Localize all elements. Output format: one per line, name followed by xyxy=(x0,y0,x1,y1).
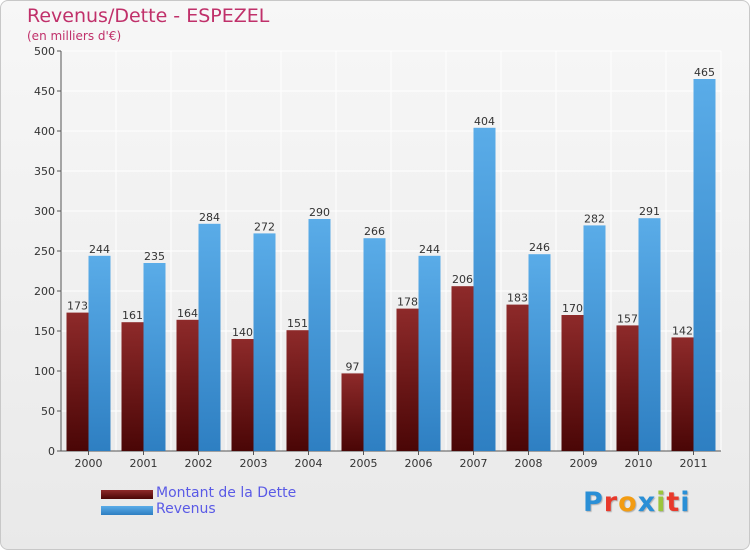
bar-revenus-2007 xyxy=(473,127,496,452)
bar-revenus-2000 xyxy=(88,255,111,451)
x-tick-label-2002: 2002 xyxy=(185,457,213,470)
bar-debt-2010 xyxy=(616,325,639,451)
bar-revenus-2003 xyxy=(253,233,276,451)
y-tick-label: 450 xyxy=(34,85,55,98)
x-tick-label-2000: 2000 xyxy=(75,457,103,470)
proxiti-logo: Proxiti xyxy=(583,487,691,518)
y-tick-label: 0 xyxy=(48,445,55,458)
y-tick-label: 500 xyxy=(34,45,55,58)
value-label-revenus-2000: 244 xyxy=(89,243,110,256)
x-tick-label-2003: 2003 xyxy=(240,457,268,470)
y-tick-label: 300 xyxy=(34,205,55,218)
bar-revenus-2002 xyxy=(198,223,221,451)
bar-revenus-2005 xyxy=(363,238,386,451)
axes: 0 50 100 150 200 250 300 350 400 450 500 2000 2001 20… xyxy=(34,45,721,470)
bar-revenus-2010 xyxy=(638,218,661,451)
legend-swatch-revenus xyxy=(101,506,153,515)
value-label-revenus-2005: 266 xyxy=(364,225,385,238)
legend-swatch-debt xyxy=(101,490,153,499)
bars xyxy=(66,79,716,452)
bar-debt-2004 xyxy=(286,330,309,451)
value-label-revenus-2002: 284 xyxy=(199,211,220,224)
bar-debt-2002 xyxy=(176,319,199,451)
value-label-debt-2004: 151 xyxy=(287,317,308,330)
bar-revenus-2004 xyxy=(308,219,331,451)
x-tick-label-2008: 2008 xyxy=(515,457,543,470)
value-label-debt-2001: 161 xyxy=(122,309,143,322)
bar-revenus-2011 xyxy=(693,79,716,451)
y-tick-label: 150 xyxy=(34,325,55,338)
legend-label-debt: Montant de la Dette xyxy=(156,485,297,501)
x-tick-label-2009: 2009 xyxy=(570,457,598,470)
x-tick-label-2010: 2010 xyxy=(625,457,653,470)
value-label-revenus-2011: 465 xyxy=(694,66,715,79)
bar-debt-2008 xyxy=(506,304,529,451)
x-tick-label-2011: 2011 xyxy=(680,457,708,470)
x-tick-label-2007: 2007 xyxy=(460,457,488,470)
value-label-debt-2006: 178 xyxy=(397,296,418,309)
x-tick-label-2005: 2005 xyxy=(350,457,378,470)
x-tick-label-2004: 2004 xyxy=(295,457,323,470)
bar-debt-2000 xyxy=(66,312,89,451)
bar-debt-2009 xyxy=(561,315,584,451)
value-label-debt-2003: 140 xyxy=(232,326,253,339)
y-tick-label: 350 xyxy=(34,165,55,178)
value-label-debt-2005: 97 xyxy=(346,360,360,373)
value-label-debt-2010: 157 xyxy=(617,312,638,325)
value-label-revenus-2001: 235 xyxy=(144,250,165,263)
value-label-revenus-2009: 282 xyxy=(584,212,605,225)
value-label-debt-2000: 173 xyxy=(67,300,88,313)
x-tick-label-2001: 2001 xyxy=(130,457,158,470)
value-label-revenus-2007: 404 xyxy=(474,115,495,128)
value-label-revenus-2008: 246 xyxy=(529,241,550,254)
value-label-revenus-2003: 272 xyxy=(254,220,275,233)
value-label-revenus-2004: 290 xyxy=(309,206,330,219)
value-label-debt-2002: 164 xyxy=(177,307,198,320)
bar-debt-2011 xyxy=(671,337,694,451)
y-tick-label: 100 xyxy=(34,365,55,378)
bar-revenus-2001 xyxy=(143,263,166,451)
value-label-debt-2009: 170 xyxy=(562,302,583,315)
bar-revenus-2006 xyxy=(418,255,441,451)
legend-label-revenus: Revenus xyxy=(156,501,216,517)
bar-debt-2003 xyxy=(231,339,254,451)
value-label-debt-2008: 183 xyxy=(507,292,528,305)
bar-debt-2006 xyxy=(396,308,419,451)
y-tick-label: 400 xyxy=(34,125,55,138)
y-tick-label: 50 xyxy=(41,405,55,418)
chart-title: Revenus/Dette - ESPEZEL xyxy=(27,5,270,27)
chart-subtitle: (en milliers d'€) xyxy=(27,29,122,43)
x-tick-label-2006: 2006 xyxy=(405,457,433,470)
y-tick-label: 200 xyxy=(34,285,55,298)
bar-debt-2007 xyxy=(451,286,474,451)
value-label-debt-2007: 206 xyxy=(452,273,473,286)
value-label-revenus-2010: 291 xyxy=(639,205,660,218)
value-label-debt-2011: 142 xyxy=(672,324,693,337)
bar-revenus-2009 xyxy=(583,225,606,451)
value-labels: 173 244 161 235 164 284 140 272 151 290 97 266 178 24… xyxy=(67,66,715,373)
bar-debt-2001 xyxy=(121,322,144,451)
bar-revenus-2008 xyxy=(528,254,551,451)
bar-debt-2005 xyxy=(341,373,364,451)
value-label-revenus-2006: 244 xyxy=(419,243,440,256)
y-tick-label: 250 xyxy=(34,245,55,258)
gridlines xyxy=(60,50,722,452)
